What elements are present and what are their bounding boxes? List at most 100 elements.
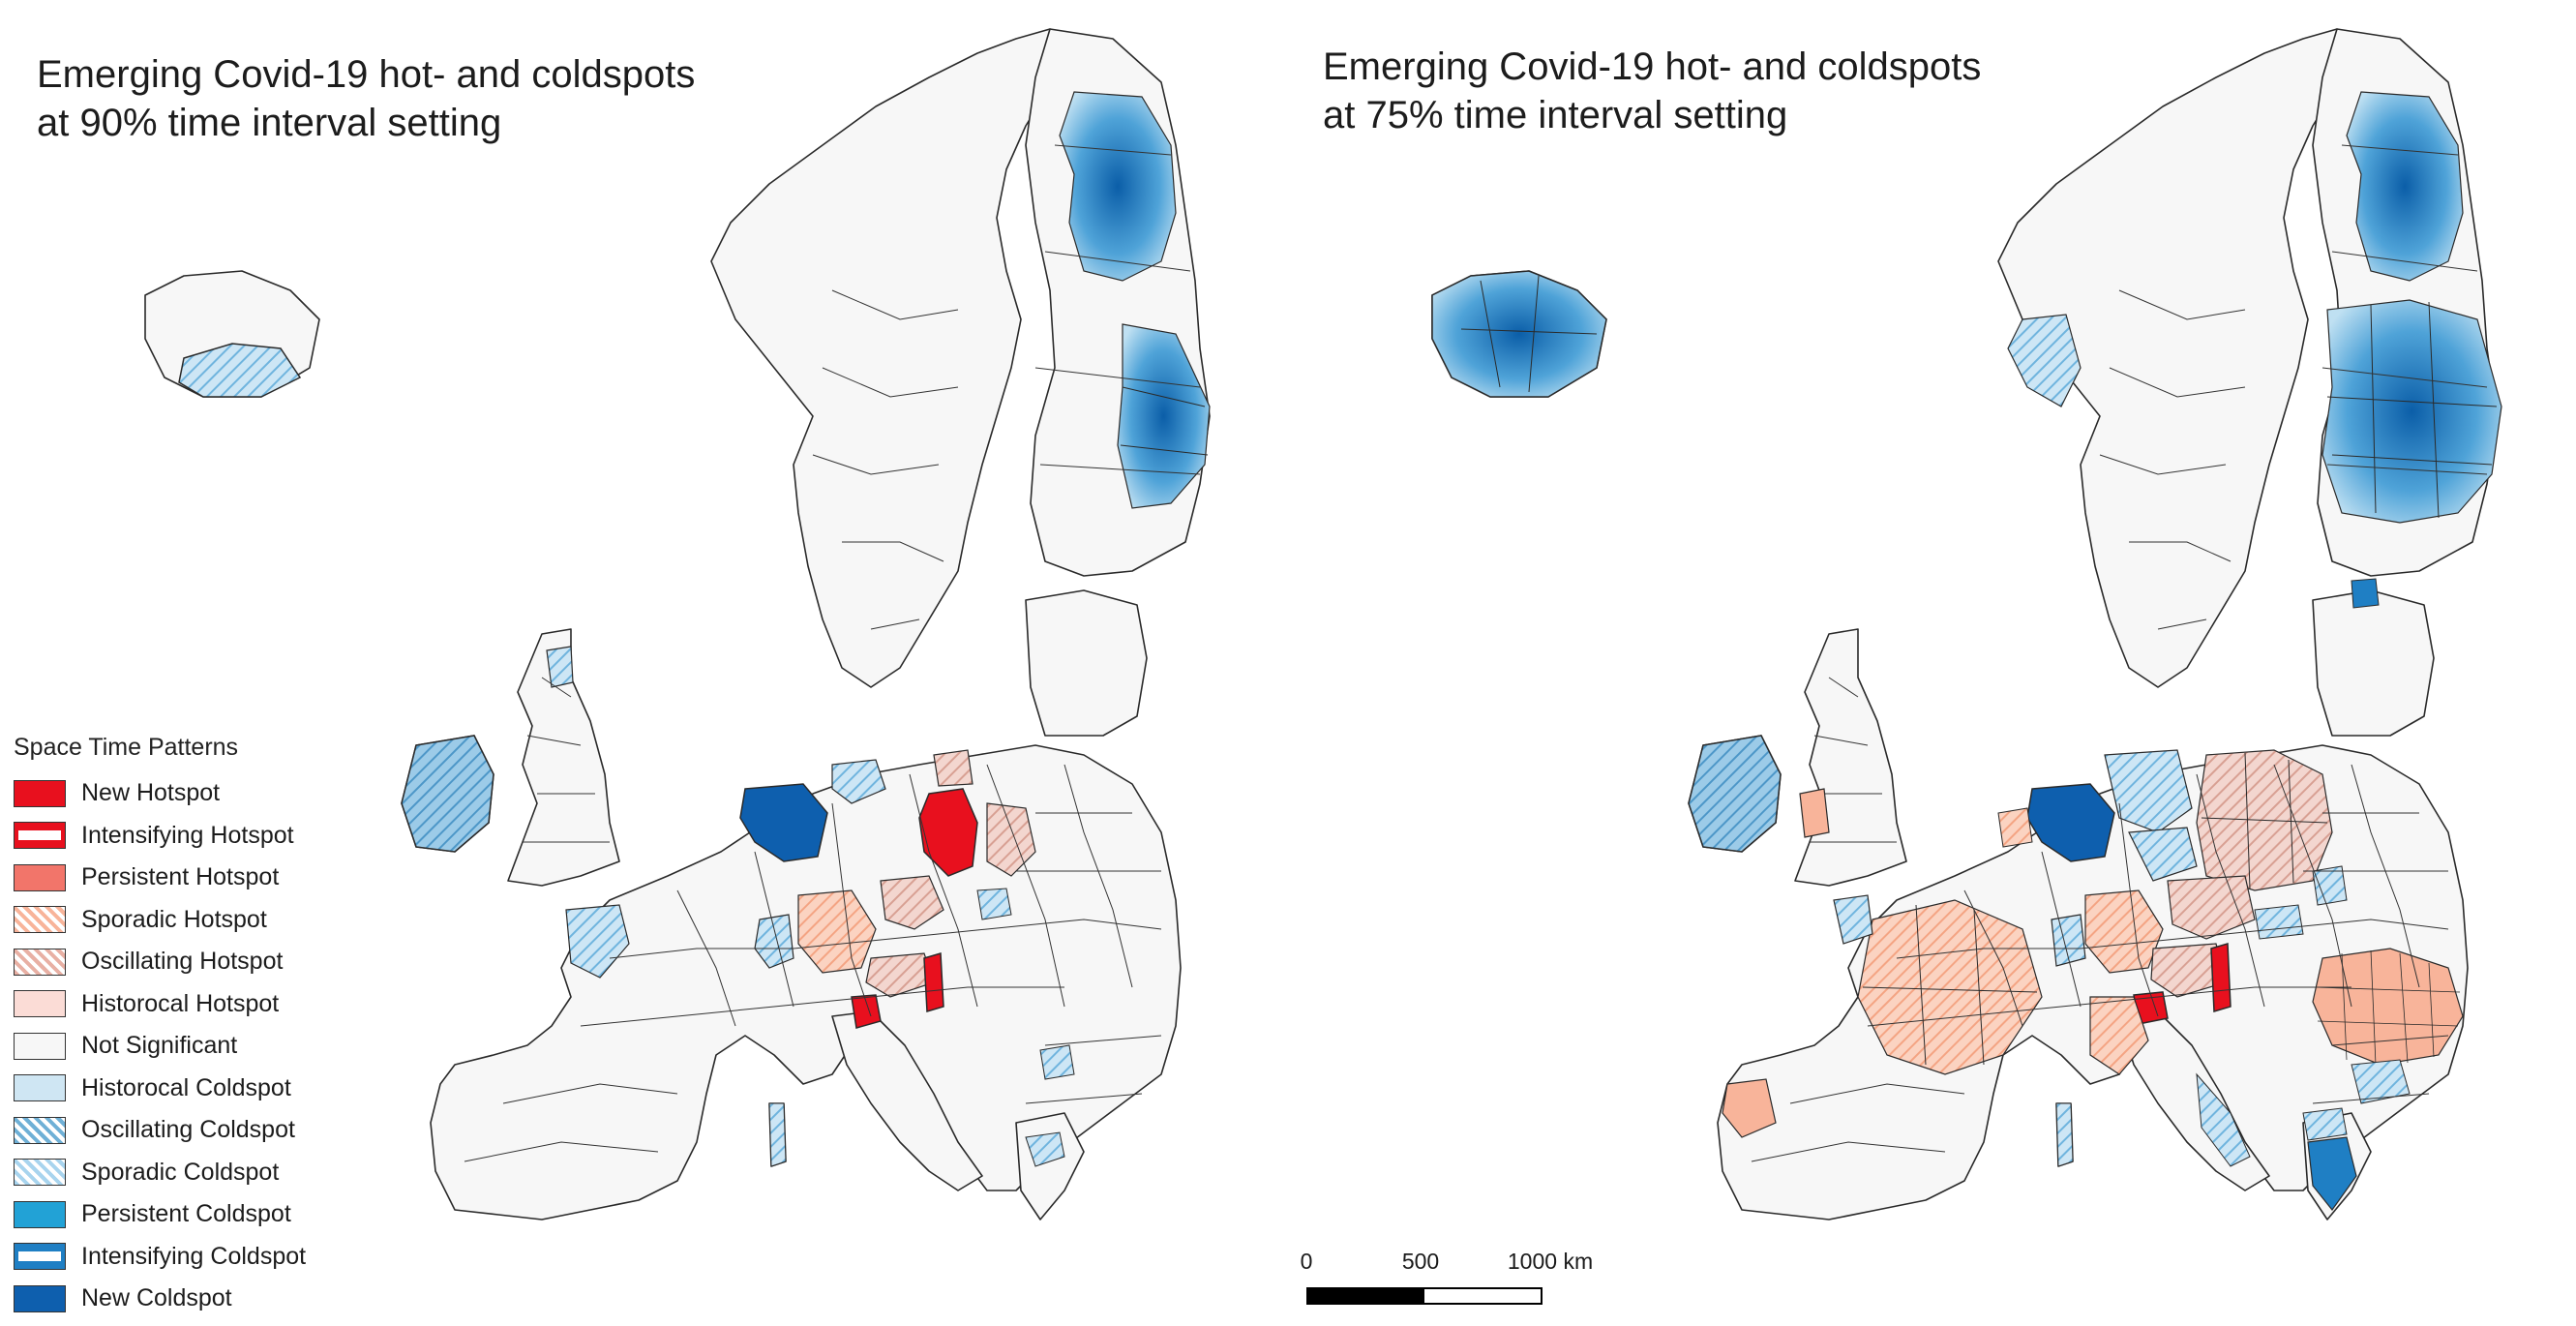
region-nw-germany — [739, 783, 828, 862]
legend-items: New Hotspot Intensifying Hotspot Persisten… — [14, 772, 362, 1320]
legend-label: Intensifying Hotspot — [81, 821, 294, 849]
region-france-borders — [1862, 904, 2038, 1066]
legend-item: New Hotspot — [14, 772, 362, 815]
legend-swatch — [14, 779, 66, 807]
legend-label: Sporadic Coldspot — [81, 1158, 280, 1186]
region-greece-north — [1025, 1131, 1065, 1167]
legend-swatch — [14, 906, 66, 934]
region-iceland-south — [178, 343, 302, 398]
legend-item: Sporadic Coldspot — [14, 1152, 362, 1194]
legend-swatch — [14, 822, 66, 850]
region-italy-south — [2196, 1072, 2251, 1167]
region-estonia — [2351, 578, 2380, 609]
region-slovakia — [2254, 904, 2304, 940]
region-poland-north — [933, 749, 973, 787]
region-finland-south — [2321, 299, 2502, 524]
legend-label: Persistent Hotspot — [81, 863, 280, 891]
legend-item: Historocal Coldspot — [14, 1068, 362, 1110]
legend-label: New Coldspot — [81, 1284, 232, 1312]
legend-swatch — [14, 1200, 66, 1228]
legend-item: Intensifying Hotspot — [14, 815, 362, 858]
region-finland-borders — [2326, 301, 2498, 519]
legend-label: Oscillating Coldspot — [81, 1116, 295, 1144]
scale-segment-white — [1423, 1287, 1543, 1305]
scale-label-1000: 1000 km — [1507, 1249, 1594, 1274]
map-title-left-line1: Emerging Covid-19 hot- and coldspots — [37, 53, 696, 96]
region-poland-east — [986, 802, 1036, 877]
legend-label: Historocal Coldspot — [81, 1073, 291, 1101]
legend-swatch — [14, 1032, 66, 1060]
legend-item: Persistent Coldspot — [14, 1193, 362, 1236]
region-france-west — [565, 904, 630, 979]
legend-item: New Coldspot — [14, 1278, 362, 1320]
map-title-right-line2: at 75% time interval setting — [1323, 94, 1788, 136]
region-spain-northwest — [1722, 1078, 1777, 1138]
region-france-west — [1833, 894, 1873, 945]
region-bulgaria — [2351, 1059, 2411, 1104]
region-iceland-borders — [1460, 275, 1598, 393]
legend-swatch — [14, 1116, 66, 1144]
region-serbia — [976, 888, 1012, 920]
legend: Space Time Patterns New Hotspot Intensify… — [14, 732, 362, 1320]
map-title-right: Emerging Covid-19 hot- and coldspots at … — [1323, 43, 1981, 139]
legend-item: Intensifying Coldspot — [14, 1236, 362, 1279]
map-title-left: Emerging Covid-19 hot- and coldspots at … — [37, 50, 695, 147]
region-germany-north — [2104, 749, 2193, 833]
region-poland-se — [2312, 865, 2348, 906]
legend-label: Historocal Hotspot — [81, 989, 280, 1017]
region-sardinia — [768, 1102, 787, 1167]
legend-swatch — [14, 948, 66, 976]
legend-label: New Hotspot — [81, 779, 221, 807]
legend-title: Space Time Patterns — [14, 734, 239, 761]
region-iceland — [1431, 270, 1607, 398]
legend-swatch — [14, 1159, 66, 1187]
region-hungary-west — [923, 952, 944, 1012]
region-romania-borders — [2314, 949, 2461, 1066]
region-wales — [1799, 788, 1830, 838]
legend-swatch — [14, 990, 66, 1018]
legend-swatch — [14, 1243, 66, 1271]
region-italy-north — [2089, 996, 2149, 1075]
region-scotland-ne — [546, 646, 574, 688]
region-norway-west — [2007, 314, 2082, 407]
legend-swatch — [14, 863, 66, 891]
legend-label: Sporadic Hotspot — [81, 905, 267, 933]
legend-item: Oscillating Coldspot — [14, 1109, 362, 1152]
region-switzerland — [2051, 914, 2086, 967]
region-finland-east — [1117, 323, 1211, 509]
legend-label: Not Significant — [81, 1032, 238, 1060]
region-poland-central — [918, 788, 978, 877]
scale-segment-black — [1306, 1287, 1424, 1305]
map-75-percent — [1431, 28, 2502, 1221]
region-bavaria — [797, 889, 877, 974]
map-title-right-line1: Emerging Covid-19 hot- and coldspots — [1323, 45, 1982, 88]
region-sardinia — [2055, 1102, 2074, 1167]
region-greece — [2307, 1136, 2357, 1211]
region-austria — [865, 952, 935, 998]
region-germany-east — [2128, 827, 2198, 882]
legend-item: Not Significant — [14, 1025, 362, 1068]
region-poland-borders — [2201, 752, 2328, 889]
region-romania-south — [1039, 1044, 1075, 1080]
legend-label: Oscillating Hotspot — [81, 948, 284, 976]
region-netherlands — [1997, 807, 2033, 848]
legend-item: Oscillating Hotspot — [14, 941, 362, 983]
legend-item: Historocal Hotspot — [14, 983, 362, 1026]
region-austria — [2150, 943, 2227, 998]
legend-label: Persistent Coldspot — [81, 1200, 291, 1228]
legend-swatch — [14, 1284, 66, 1312]
region-slovenia — [851, 994, 882, 1029]
region-ireland — [1688, 735, 1782, 853]
legend-swatch — [14, 1074, 66, 1102]
region-romania — [2312, 948, 2464, 1066]
region-n-germany — [831, 759, 886, 804]
region-bavaria — [2084, 889, 2164, 974]
region-czechia — [2167, 875, 2256, 940]
legend-item: Sporadic Hotspot — [14, 899, 362, 942]
region-greece-north — [2302, 1107, 2348, 1141]
region-france-central — [1857, 899, 2043, 1075]
region-finland-east-border — [1120, 386, 1209, 456]
scale-bar: 0 500 1000 km — [1297, 1249, 1597, 1307]
region-finland-lapland — [1059, 91, 1177, 282]
map-90-percent — [144, 28, 1211, 1221]
